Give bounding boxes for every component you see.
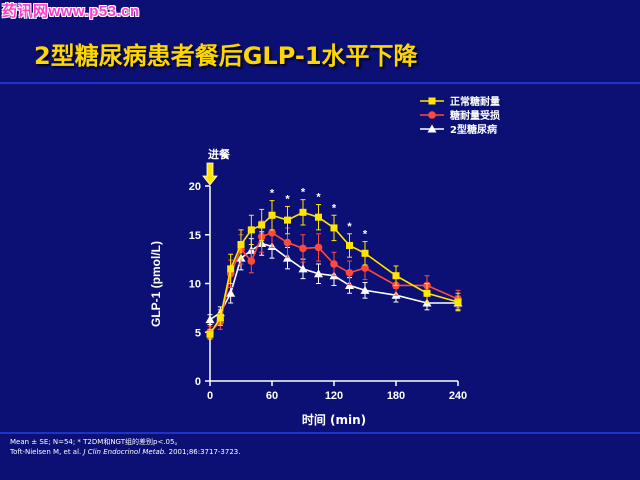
footnote-reference: Toft-Nielsen M, et al. J Clin Endocrinol…	[10, 448, 240, 456]
meal-annotation: 进餐	[202, 147, 231, 186]
data-point	[454, 298, 462, 306]
data-point	[226, 288, 236, 297]
data-point	[206, 330, 214, 338]
legend-item-1: 糖耐量受损	[420, 109, 500, 122]
legend-item-0: 正常糖耐量	[420, 95, 500, 108]
data-point	[346, 241, 353, 249]
data-point	[247, 226, 255, 234]
data-point	[299, 244, 307, 253]
data-point	[360, 285, 370, 294]
y-axis-title: GLP-1 (pmol/L)	[149, 241, 163, 327]
data-point	[423, 289, 431, 297]
data-point	[237, 241, 245, 248]
data-point	[330, 224, 338, 232]
significance-marker: *	[301, 187, 306, 199]
data-point	[205, 315, 215, 324]
footer-divider	[0, 432, 640, 434]
x-tick-label-120: 120	[325, 390, 343, 402]
legend-item-2: 2型糖尿病	[420, 123, 497, 136]
footnote-stats: Mean ± SE; N=54; * T2DM和NGT组的差别p<.05。	[10, 438, 182, 446]
x-axis-title: 时间 (min)	[302, 412, 366, 427]
y-tick-label-15: 15	[189, 230, 201, 242]
data-point	[283, 238, 292, 247]
slide-title: 2型糖尿病患者餐后GLP-1水平下降	[34, 42, 418, 70]
data-point	[268, 211, 276, 219]
y-tick-label-10: 10	[189, 279, 201, 291]
x-tick-label-240: 240	[449, 390, 467, 402]
watermark-logo: 药讯网www.p53.cn	[2, 3, 140, 20]
series-1	[206, 217, 462, 339]
legend-marker	[428, 97, 436, 105]
significance-marker: *	[347, 221, 352, 233]
data-point	[216, 314, 224, 322]
data-point	[361, 249, 369, 257]
data-point	[227, 265, 235, 273]
footnote-citation: 2001;86:3717-3723.	[166, 448, 241, 456]
data-point	[268, 229, 276, 237]
legend-label: 正常糖耐量	[450, 95, 500, 108]
footnote-journal: J Clin Endocrinol Metab.	[83, 448, 167, 456]
y-tick-label-5: 5	[195, 327, 201, 339]
data-point	[330, 260, 338, 268]
data-point	[345, 268, 354, 277]
meal-arrow-icon	[202, 162, 218, 186]
chart-marks: 0 5 10 15 20 0 60 120 180 240 * * * * * * *	[189, 181, 467, 402]
title-divider	[0, 82, 640, 84]
legend-marker	[427, 124, 437, 133]
x-tick-label-0: 0	[207, 390, 213, 402]
data-point	[299, 208, 307, 216]
y-tick-label-20: 20	[189, 181, 201, 193]
legend-marker	[428, 111, 436, 119]
series-line	[209, 242, 458, 321]
footnote-authors: Toft-Nielsen M, et al.	[10, 448, 84, 456]
legend-label: 糖耐量受损	[450, 109, 500, 122]
x-tick-label-60: 60	[266, 390, 278, 402]
data-point	[258, 221, 266, 229]
significance-marker: *	[316, 192, 321, 204]
data-point	[247, 257, 256, 265]
x-tick-label-180: 180	[387, 390, 405, 402]
data-point	[284, 216, 291, 224]
data-point	[298, 264, 308, 273]
y-tick-label-0: 0	[195, 376, 201, 388]
series-line	[209, 231, 459, 333]
data-point	[361, 264, 369, 272]
series-line	[209, 211, 459, 335]
significance-marker: *	[270, 188, 275, 200]
data-point	[314, 243, 323, 252]
significance-marker: *	[285, 193, 290, 205]
data-point	[314, 269, 323, 278]
significance-marker: *	[332, 202, 337, 214]
legend-label: 2型糖尿病	[450, 123, 497, 136]
data-point	[392, 272, 400, 280]
data-point	[315, 213, 322, 221]
series-0	[206, 199, 462, 340]
significance-marker: *	[363, 229, 368, 241]
meal-label: 进餐	[208, 147, 231, 161]
